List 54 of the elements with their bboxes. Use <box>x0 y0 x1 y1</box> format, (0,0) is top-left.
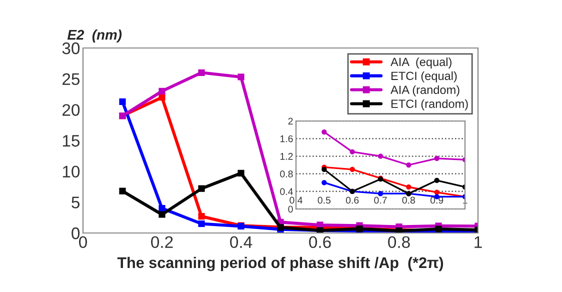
legend-label: AIA (equal) <box>390 57 452 68</box>
point <box>350 166 355 172</box>
point <box>119 98 126 105</box>
y-tick-label: 20 <box>62 104 80 116</box>
y-tick-label: 10 <box>62 166 80 178</box>
x-tick-label: 0.6 <box>346 196 359 204</box>
x-tick-label: 1 <box>474 236 482 248</box>
point <box>378 154 384 159</box>
y-tick-label: 25 <box>62 73 80 86</box>
point <box>322 166 327 172</box>
point <box>198 69 205 76</box>
x-tick-label: 0.8 <box>402 196 415 204</box>
point <box>198 220 205 228</box>
x-tick-label: 0.7 <box>374 196 387 204</box>
x-tick-label: 0.5 <box>318 196 331 204</box>
point <box>158 205 166 212</box>
y-tick-label: 0.4 <box>280 188 293 196</box>
point <box>238 74 244 80</box>
y-tick-label: 0 <box>72 227 80 240</box>
point <box>198 213 205 220</box>
legend-label: ETCI (random) <box>391 99 468 110</box>
y-tick-label: 1.6 <box>280 135 293 142</box>
point <box>378 190 384 196</box>
x-tick-label: 0.2 <box>151 236 173 248</box>
point <box>350 149 355 154</box>
x-tick-label: 0.6 <box>309 236 331 248</box>
point <box>316 222 324 228</box>
point <box>119 188 126 194</box>
point <box>198 185 205 192</box>
y-axis-title: E2 (nm) <box>67 30 122 42</box>
x-axis-title: The scanning period of phase shift /Ap (*2π) <box>117 256 444 272</box>
point <box>406 162 412 168</box>
point <box>158 211 166 218</box>
point <box>238 170 244 176</box>
point <box>322 180 327 186</box>
point <box>434 190 440 195</box>
y-tick-label: 15 <box>62 135 80 147</box>
y-tick-label: 30 <box>62 42 80 54</box>
point <box>322 129 327 135</box>
point <box>158 94 166 101</box>
legend-label: AIA (random) <box>390 85 460 96</box>
legend-label: ETCI (equal) <box>391 71 457 82</box>
y-tick-label: 0 <box>288 206 293 213</box>
y-tick-label: 2 <box>288 118 293 125</box>
point <box>434 156 440 162</box>
point <box>158 88 166 94</box>
y-tick-label: 5 <box>72 196 80 208</box>
x-tick-label: 0.9 <box>430 196 444 204</box>
point <box>406 184 412 190</box>
point <box>434 178 440 184</box>
y-tick-label: 1.2 <box>280 152 293 160</box>
y-tick-label: 0.8 <box>280 170 293 178</box>
x-tick-label: 0.8 <box>388 236 410 248</box>
x-tick-label: 0.4 <box>230 236 252 248</box>
